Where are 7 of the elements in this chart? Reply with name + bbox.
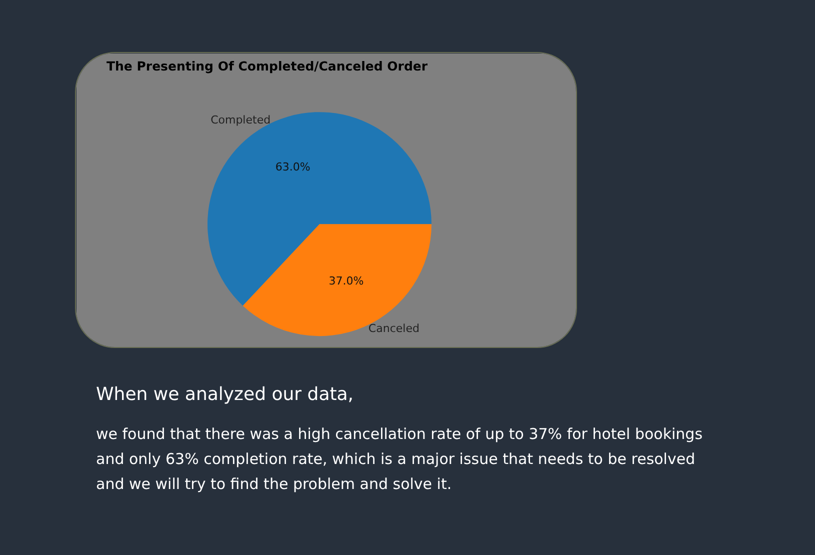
data-label: 37.0% <box>328 274 364 288</box>
chart-title: The Presenting Of Completed/Canceled Order <box>106 58 428 74</box>
slice-label: Completed <box>210 113 271 126</box>
data-label: 63.0% <box>275 160 310 174</box>
slice-label: Canceled <box>368 322 420 335</box>
text: When we analyzed our data, <box>96 383 354 407</box>
text: we found that there was a high cancellation rate of up to 37% for hotel bookings and only 63% completion rate, which is a major issue that needs to be resolved and we will try to find the problem and solve it. <box>96 424 704 495</box>
